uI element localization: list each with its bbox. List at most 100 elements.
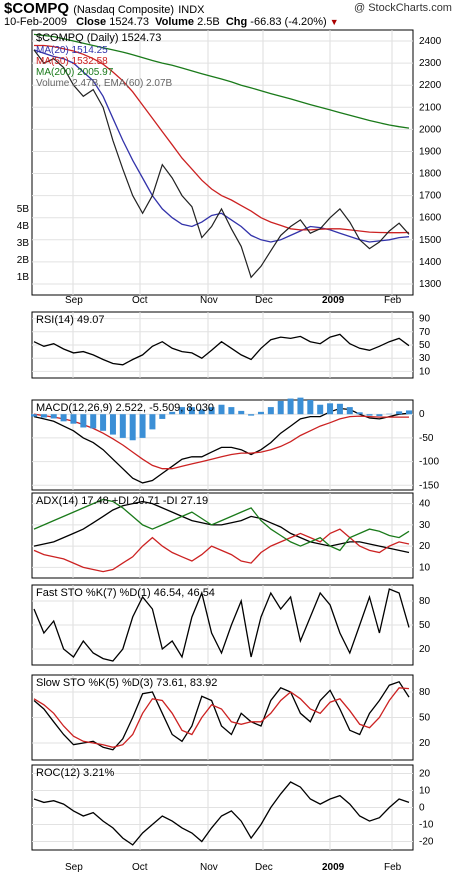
- change-label: Chg: [225, 16, 248, 28]
- volume-tick-label: 4B: [17, 221, 30, 232]
- macd-hist-bar: [406, 410, 412, 415]
- macd-hist-bar: [267, 407, 274, 415]
- y-tick-label: 2000: [419, 124, 442, 135]
- series-line-+DI: [33, 528, 410, 573]
- y-tick-label: 20: [419, 644, 431, 655]
- y-tick-label: 20: [419, 541, 431, 552]
- y-tick-label: 2300: [419, 58, 442, 69]
- volume-tick-label: 5B: [17, 204, 30, 215]
- series-line-MA(200): [33, 33, 410, 129]
- y-tick-label: 10: [419, 562, 431, 573]
- macd-hist-bar: [109, 414, 116, 435]
- panel-5: 20 50 80 Slow STO %K(5) %D(3) 73.61, 83.92: [31, 674, 431, 761]
- x-tick-label: Nov: [200, 295, 218, 306]
- y-tick-label: 30: [419, 520, 431, 531]
- y-tick-label: 80: [419, 596, 431, 607]
- series-line-%D: [33, 687, 410, 748]
- y-tick-label: 2400: [419, 36, 442, 47]
- macd-hist-bar: [188, 407, 195, 415]
- change-value: -66.83 (-4.20%): [250, 16, 327, 28]
- x-tick-label: Dec: [255, 295, 273, 306]
- x-tick-label: 2009: [322, 295, 345, 306]
- panel-0: 1300 1400 1500 1600 1700 1800 1900 2000 2100 2200…: [17, 29, 442, 296]
- panel-3: 10 20 30 40 ADX(14) 17.48 +DI 20.71 -DI 27.1…: [31, 492, 431, 579]
- macd-hist-bar: [119, 414, 126, 438]
- macd-hist-bar: [336, 403, 343, 415]
- series-line-%K: [33, 588, 410, 662]
- x-tick-label: Dec: [255, 862, 273, 873]
- panel-2: 0 -50 -100 -150 MACD(12,26,9) 2.522, -5.509,…: [31, 397, 439, 491]
- panel-frame: [31, 492, 414, 579]
- series-line-MACD: [33, 407, 410, 484]
- volume-tick-label: 1B: [17, 272, 30, 283]
- legend-entry: Volume 2.47B, EMA(60) 2.07B: [36, 78, 173, 89]
- y-tick-label: 0: [419, 409, 425, 420]
- series-line-Signal: [33, 413, 409, 470]
- y-tick-label: 1400: [419, 257, 442, 268]
- macd-hist-bar: [218, 404, 225, 415]
- macd-hist-bar: [376, 414, 383, 417]
- macd-hist-bar: [50, 414, 57, 419]
- macd-hist-bar: [70, 414, 77, 424]
- y-tick-label: 50: [419, 340, 431, 351]
- macd-hist-bar: [346, 407, 353, 415]
- y-tick-label: 0: [419, 803, 425, 814]
- y-tick-label: 70: [419, 327, 431, 338]
- quote-line: 10-Feb-2009 Close 1524.73 Volume 2.5B Ch…: [4, 16, 460, 29]
- x-tick-label: Sep: [65, 862, 83, 873]
- series-line-MA(50): [34, 44, 410, 234]
- macd-hist-bar: [366, 414, 373, 416]
- panel-title: Fast STO %K(7) %D(1) 46.54, 46.54: [36, 587, 215, 599]
- chart-title-line: $COMPQ (Nasdaq Composite) INDX: [4, 0, 460, 17]
- macd-hist-bar: [90, 414, 97, 429]
- macd-hist-bar: [80, 414, 87, 428]
- panel-frame: [31, 29, 414, 296]
- volume-label: Volume: [155, 16, 195, 28]
- y-tick-label: -100: [419, 457, 439, 468]
- volume-tick-label: 2B: [17, 255, 30, 266]
- y-tick-label: 20: [419, 769, 431, 780]
- y-tick-label: 2100: [419, 102, 442, 113]
- macd-hist-bar: [327, 403, 334, 415]
- macd-hist-bar: [149, 414, 156, 430]
- series-line-Close: [33, 49, 410, 279]
- logo-text: @ StockCharts.com: [354, 2, 452, 14]
- macd-hist-bar: [287, 398, 294, 415]
- panel-title: RSI(14) 49.07: [36, 314, 104, 326]
- series-line-ROC: [33, 781, 410, 846]
- macd-hist-bar: [396, 411, 403, 415]
- x-tick-label: Oct: [132, 295, 148, 306]
- y-tick-label: 1600: [419, 213, 442, 224]
- y-tick-label: 1800: [419, 169, 442, 180]
- y-tick-label: -150: [419, 480, 439, 491]
- macd-hist-bar: [317, 404, 324, 415]
- legend-entry: MA(20) 1514.25: [36, 45, 108, 56]
- y-tick-label: 80: [419, 687, 431, 698]
- legend-entry: MA(200) 2005.97: [36, 67, 114, 78]
- macd-hist-bar: [60, 414, 67, 422]
- stockcharts-logo[interactable]: @ StockCharts.com: [354, 2, 452, 14]
- macd-hist-bar: [307, 400, 314, 415]
- y-tick-label: 1700: [419, 191, 442, 202]
- macd-hist-bar: [257, 411, 264, 415]
- macd-hist-bar: [208, 407, 215, 415]
- series-line-RSI: [33, 333, 410, 366]
- x-tick-label: Nov: [200, 862, 218, 873]
- panel-4: 20 50 80 Fast STO %K(7) %D(1) 46.54, 46.54: [31, 584, 431, 666]
- macd-hist-bar: [248, 414, 255, 416]
- y-tick-label: 10: [419, 786, 431, 797]
- macd-hist-bar: [169, 411, 176, 415]
- y-tick-label: 1300: [419, 279, 442, 290]
- macd-hist-bar: [40, 414, 47, 418]
- series-line--DI: [33, 498, 410, 552]
- macd-hist-bar: [238, 410, 245, 415]
- y-tick-label: 30: [419, 353, 431, 364]
- y-tick-label: 20: [419, 738, 431, 749]
- macd-hist-bar: [179, 407, 186, 415]
- x-tick-label: Feb: [384, 862, 402, 873]
- close-label: Close: [76, 16, 107, 28]
- y-tick-label: 50: [419, 620, 431, 631]
- y-tick-label: -50: [419, 433, 434, 444]
- x-tick-label: 2009: [322, 862, 345, 873]
